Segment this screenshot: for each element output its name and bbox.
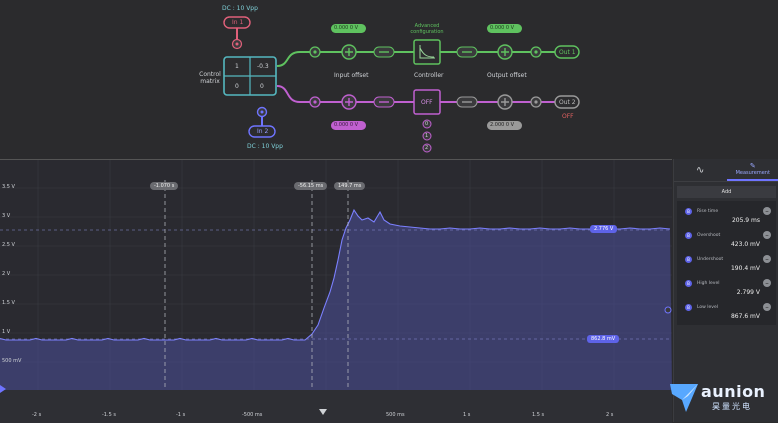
x-tick: 1.5 s — [532, 412, 544, 418]
channel-badge-icon: B — [685, 208, 692, 215]
advanced-configuration-link[interactable]: Advanced configuration — [408, 23, 446, 35]
cursor-2-readout[interactable]: -56.15 ms — [294, 182, 327, 190]
matrix-label: Control matrix — [199, 71, 221, 85]
signal-pipeline: DC : 10 Vpp In 1 Control matrix 1 -0.3 0… — [0, 0, 778, 158]
measurement-name: Undershoot — [697, 257, 723, 262]
measurement-value: 205.9 ms — [732, 217, 760, 224]
y-tick: 1 V — [2, 329, 10, 335]
low-level-marker: 862.8 mV — [587, 335, 619, 343]
x-tick: -1.5 s — [102, 412, 116, 418]
remove-measurement-icon[interactable]: – — [763, 207, 771, 215]
matrix-cell-22[interactable]: 0 — [260, 83, 264, 90]
y-tick: 3.5 V — [2, 184, 15, 190]
x-tick: 500 ms — [386, 412, 405, 418]
remove-measurement-icon[interactable]: – — [763, 279, 771, 287]
measurement-value: 423.0 mV — [731, 241, 760, 248]
y-tick: 500 mV — [2, 358, 21, 364]
measurement-list: B Rise time 205.9 ms – B Overshoot 423.0… — [677, 201, 776, 325]
tab-waveform[interactable]: ∿ — [674, 159, 727, 181]
out2-state: OFF — [562, 113, 574, 120]
y-tick: 3 V — [2, 213, 10, 219]
y-tick: 2.5 V — [2, 242, 15, 248]
measurement-row[interactable]: B Rise time 205.9 ms – — [677, 203, 776, 227]
matrix-cell-21[interactable]: 0 — [235, 83, 239, 90]
ruler-icon: ✎ — [750, 162, 756, 170]
channel-badge-icon: B — [685, 304, 692, 311]
measurement-row[interactable]: B High level 2.799 V – — [677, 275, 776, 299]
controller-badge-2[interactable]: 2 — [425, 145, 428, 151]
remove-measurement-icon[interactable]: – — [763, 303, 771, 311]
x-tick: -2 s — [32, 412, 41, 418]
out1-label[interactable]: Out 1 — [559, 49, 576, 56]
sine-wave-icon: ∿ — [696, 165, 704, 176]
in2-label[interactable]: In 2 — [257, 128, 268, 135]
remove-measurement-icon[interactable]: – — [763, 231, 771, 239]
trace-area — [0, 210, 672, 390]
measurement-value: 190.4 mV — [731, 265, 760, 272]
oscilloscope-plot[interactable]: 3.5 V 3 V 2.5 V 2 V 1.5 V 1 V 500 mV -2 … — [0, 159, 672, 423]
measurement-name: High level — [697, 281, 719, 286]
high-level-marker: 2.776 V — [590, 225, 617, 233]
tab-measurement-label: Measurement — [736, 170, 770, 176]
measurement-row[interactable]: B Low level 867.6 mV – — [677, 299, 776, 323]
controller-badge-1[interactable]: 1 — [425, 133, 428, 139]
channel-badge-icon: B — [685, 256, 692, 263]
measurement-name: Low level — [697, 305, 718, 310]
input-offset-1-value[interactable]: 0.000 0 V — [334, 25, 358, 31]
input-offset-2-value[interactable]: 0.000 0 V — [334, 122, 358, 128]
input-offset-label: Input offset — [334, 72, 368, 79]
x-tick: -500 ms — [242, 412, 262, 418]
channel-badge-icon: B — [685, 232, 692, 239]
output-offset-1-value[interactable]: 0.000 0 V — [490, 25, 514, 31]
matrix-cell-12[interactable]: -0.3 — [257, 63, 269, 70]
in2-dc-label: DC : 10 Vpp — [247, 143, 283, 150]
output-offset-2-value[interactable]: 2.000 0 V — [490, 122, 514, 128]
tab-measurement[interactable]: ✎ Measurement — [727, 159, 778, 181]
x-tick: -1 s — [176, 412, 185, 418]
matrix-cell-11[interactable]: 1 — [235, 63, 239, 70]
logo-subtitle: 昊量光电 — [712, 401, 752, 412]
measurement-row[interactable]: B Overshoot 423.0 mV – — [677, 227, 776, 251]
y-tick: 1.5 V — [2, 300, 15, 306]
out2-label[interactable]: Out 2 — [559, 99, 576, 106]
measurement-name: Rise time — [697, 209, 718, 214]
remove-measurement-icon[interactable]: – — [763, 255, 771, 263]
measurement-value: 867.6 mV — [731, 313, 760, 320]
in1-dc-label: DC : 10 Vpp — [222, 5, 258, 12]
cursor-3-readout[interactable]: 149.7 ms — [334, 182, 365, 190]
measurement-row[interactable]: B Undershoot 190.4 mV – — [677, 251, 776, 275]
channel-badge-icon: B — [685, 280, 692, 287]
controller-label: Controller — [414, 72, 444, 79]
measurement-value: 2.799 V — [737, 289, 760, 296]
logo-name: aunion — [701, 382, 765, 401]
output-offset-label: Output offset — [487, 72, 527, 79]
y-tick: 2 V — [2, 271, 10, 277]
measurement-name: Overshoot — [697, 233, 720, 238]
controller-badge-0[interactable]: 0 — [425, 121, 428, 127]
x-tick: 1 s — [463, 412, 470, 418]
cursor-1-readout[interactable]: -1.070 s — [150, 182, 178, 190]
x-tick: 2 s — [606, 412, 613, 418]
in1-label[interactable]: In 1 — [232, 19, 243, 26]
add-measurement-button[interactable]: Add — [677, 186, 776, 198]
controller-2-off[interactable]: OFF — [421, 99, 433, 106]
